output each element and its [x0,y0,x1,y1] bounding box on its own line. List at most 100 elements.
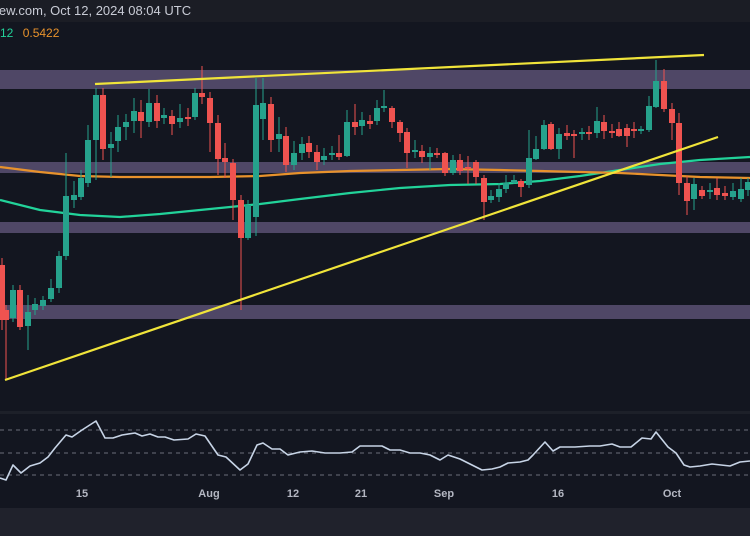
candle-up [646,106,652,130]
x-tick-oct: Oct [662,488,682,500]
x-tick-15: 15 [75,488,89,500]
candle-up [40,300,46,306]
candle-down [548,124,554,149]
candle-down [404,132,410,153]
x-tick-sep: Sep [433,488,455,500]
candle-down [397,122,403,133]
candle-down [199,93,205,97]
candle-up [496,189,502,197]
candle-down [352,122,358,127]
ma2-value: 0.5422 [22,26,60,40]
candle-up [541,125,547,149]
candle-up [638,129,644,131]
candle-up [192,93,198,117]
candle-up [738,189,744,199]
source-timestamp: iew.com, Oct 12, 2024 08:04 UTC [0,3,192,18]
candle-down [616,129,622,136]
candle-down [722,193,728,196]
candle-down [518,181,524,187]
support-resistance-zone [0,305,750,319]
candle-up [556,134,562,149]
candle-down [268,104,274,140]
support-resistance-zone [0,162,750,173]
trendline [4,135,719,382]
candle-up [321,156,327,160]
candle-up [533,149,539,159]
candle-up [488,196,494,200]
candle-down [457,160,463,171]
candle-up [450,160,456,173]
candle-down [601,122,607,131]
candle-up [511,180,517,183]
trendline [94,53,705,86]
candle-down [169,116,175,124]
candle-down [283,136,289,165]
ma-legend: 12 0.5422 [0,24,59,42]
candle-up [276,134,282,139]
candle-down [238,200,244,238]
candle-up [146,103,152,122]
candle-up [653,81,659,107]
candle-up [691,184,697,199]
candle-up [71,195,77,200]
candle-down [0,265,5,320]
candle-up [115,127,121,141]
ma1-value: 12 [0,26,14,40]
candle-up [503,183,509,189]
candle-up [78,178,84,197]
candle-up [359,120,365,126]
candle-down [442,153,448,173]
candle-down [684,183,690,201]
x-tick-16: 16 [551,488,565,500]
candle-up [381,106,387,108]
candle-down [336,153,342,157]
candle-up [93,95,99,140]
candle-down [624,128,630,136]
candle-down [138,112,144,121]
candle-down [3,310,9,320]
x-axis[interactable]: 15 Aug 12 21 Sep 16 Oct [0,484,750,508]
price-chart[interactable] [0,22,750,508]
candle-up [344,122,350,156]
support-resistance-zone [0,70,750,89]
footer-bar [0,508,750,536]
candle-down [314,152,320,162]
x-tick-21: 21 [354,488,368,500]
candle-up [245,205,251,238]
candle-down [154,103,160,121]
candle-down [465,167,471,169]
candle-down [699,190,705,196]
candle-up [730,191,736,197]
candle-up [131,111,137,121]
candle-up [161,115,167,118]
candle-down [714,188,720,195]
candle-up [745,182,750,190]
candle-up [108,144,114,148]
candle-up [10,290,16,318]
x-tick-12: 12 [286,488,300,500]
candle-up [291,153,297,165]
candle-up [48,288,54,299]
x-tick-aug: Aug [198,488,220,500]
candle-down [676,123,682,183]
candle-up [707,190,713,192]
candle-up [63,196,69,256]
candle-up [299,144,305,153]
candle-down [631,129,637,131]
candle-up [374,108,380,121]
candle-up [412,150,418,152]
candle-up [123,122,129,127]
candle-down [185,117,191,119]
candle-up [253,105,259,217]
ma-orange-line [0,165,750,180]
pane-separator [0,411,750,414]
candle-up [260,103,266,119]
candle-up [526,158,532,185]
candle-up [329,153,335,155]
chart-header: iew.com, Oct 12, 2024 08:04 UTC [0,0,750,22]
chart-canvas[interactable] [0,22,750,508]
candle-down [306,143,312,152]
candle-up [427,153,433,157]
rsi-line [0,420,750,481]
candle-down [419,151,425,157]
